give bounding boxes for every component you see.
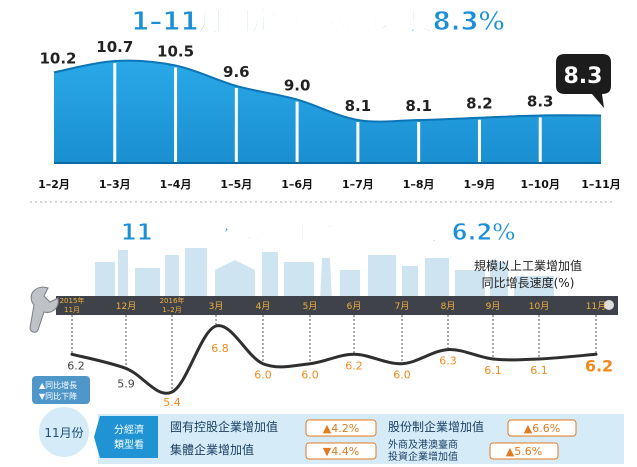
trend-legend: ▲同比增長 ▼同比下降 [32,376,90,404]
wrench-icon [29,286,59,333]
bottom-value-label: 6.3 [439,355,457,368]
top-area-chart: 10.2 10.7 10.5 9.6 9.0 8.1 8.1 8.2 8.3 1–2月 1–3月 1–… [38,38,621,191]
top-area-line [53,59,602,123]
month-label: 11月份 [44,426,83,440]
top-category-label: 1–3月 [99,178,131,191]
bottom-series-line [70,324,598,395]
economic-type-panel: 11月份 分經濟 類型看 國有控股企業增加值 ▲4.2% 股份制企業增加值 ▲6… [37,405,624,464]
top-category-label: 1–10月 [520,178,559,191]
top-category-label: 1–11月 [581,178,620,191]
bottom-category-label: 9月 [486,301,501,312]
legend-down-label: ▼同比下降 [39,391,77,401]
top-value-label: 8.2 [466,95,493,113]
top-value-label: 10.2 [39,49,76,67]
bottom-category-label: 8月 [441,301,456,312]
top-category-label: 1–4月 [160,178,192,191]
bottom-value-label: 5.4 [163,396,181,409]
item-1-value: ▲6.6% [524,422,560,435]
item-2-down-icon: ▼ [323,445,332,458]
item-2-label: 集體企業增加值 [170,442,254,457]
bottom-value-label: 6.8 [211,342,229,355]
top-category-label: 1–5月 [220,178,252,191]
bottom-category-label: 3月 [209,301,224,312]
top-category-label: 1–9月 [464,178,496,191]
top-area-fill [54,60,601,163]
bottom-value-label: 6.0 [301,369,319,382]
bottom-value-label: 6.0 [254,369,272,382]
legend-note-line2: 同比增長速度(%) [482,275,575,290]
bottom-category-label: 11月 [586,301,606,312]
bar-end-cap [604,300,614,310]
top-value-label: 8.3 [527,92,554,110]
callout-value: 8.3 [564,64,603,89]
type-tag [94,416,158,458]
item-2-value: ▼4.4% [323,445,359,458]
timeline-bar [56,296,618,315]
item-1-up-icon: ▲ [524,422,533,435]
top-category-label: 1–6月 [281,178,313,191]
bottom-category-label: 11月 [64,306,80,314]
bottom-value-label: 6.1 [484,364,502,377]
item-3-label-line1: 外商及港澳臺商 [388,438,458,451]
top-value-label: 10.7 [96,38,133,56]
item-1-label: 股份制企業增加值 [388,419,484,434]
bottom-value-label: 6.1 [530,364,548,377]
bottom-category-label: 2016年 [160,296,185,305]
top-value-label: 10.5 [157,43,194,61]
legend-down-arrow-icon: ▼ [39,392,46,401]
bottom-category-label: 10月 [529,301,549,312]
bottom-value-label: 6.0 [393,369,411,382]
bottom-value-label: 5.9 [117,377,135,390]
callout-bubble: 8.3 [556,54,611,108]
bottom-category-label: 12月 [116,301,136,312]
legend-note-line1: 規模以上工業增加值 [474,258,582,273]
bottom-category-label: 2015年 [60,296,85,305]
item-3-label-line2: 投資企業增加值 [388,450,458,463]
legend-note: 規模以上工業增加值 同比增長速度(%) [474,258,582,290]
bottom-category-label: 1–2月 [162,306,181,314]
type-label-line2: 類型看 [114,438,144,451]
item-3-up-icon: ▲ [506,445,515,458]
bottom-category-label: 4月 [256,301,271,312]
top-category-label: 1–7月 [342,178,374,191]
bottom-category-label: 6月 [347,301,362,312]
bottom-value-label: 6.2 [345,359,363,372]
top-value-label: 9.0 [284,77,311,95]
bottom-category-label: 7月 [395,301,410,312]
bottom-category-label: 5月 [303,301,318,312]
item-0-up-icon: ▲ [323,422,332,435]
type-label-line1: 分經濟 [114,423,144,436]
top-category-label: 1–8月 [403,178,435,191]
item-3-value: ▲5.6% [506,445,542,458]
legend-up-arrow-icon: ▲ [39,381,46,390]
item-0-value: ▲4.2% [323,422,359,435]
top-category-label: 1–2月 [38,178,70,191]
skyline-illustration [95,248,554,302]
item-0-label: 國有控股企業增加值 [170,419,278,434]
top-value-label: 8.1 [405,97,432,115]
bottom-value-label: 6.2 [585,356,613,375]
month-badge [37,405,91,459]
top-value-label: 9.6 [223,63,250,81]
top-title: 1–11月固定資產投資增長8.3% [131,6,504,37]
bottom-title: 11月份規模以上工業增加值增長6.2% [121,219,516,246]
bottom-value-label: 6.2 [67,359,85,372]
legend-up-label: ▲同比增長 [39,380,77,390]
top-value-label: 8.1 [345,97,372,115]
